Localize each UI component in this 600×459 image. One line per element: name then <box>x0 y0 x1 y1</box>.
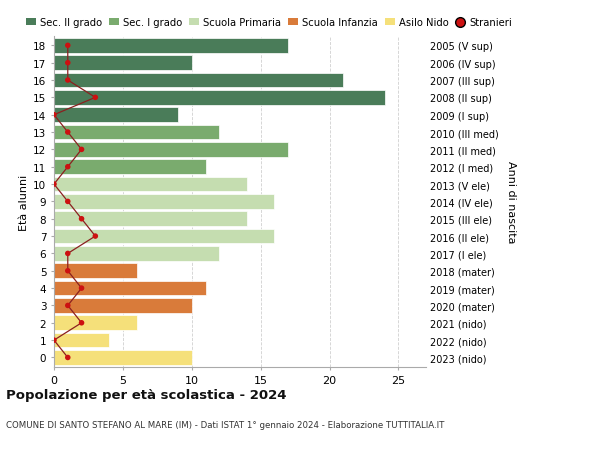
Point <box>77 319 86 327</box>
Point <box>91 95 100 102</box>
Bar <box>54 143 288 157</box>
Bar <box>54 195 274 209</box>
Legend: Sec. II grado, Sec. I grado, Scuola Primaria, Scuola Infanzia, Asilo Nido, Stran: Sec. II grado, Sec. I grado, Scuola Prim… <box>26 18 512 28</box>
Bar <box>54 212 247 227</box>
Bar <box>54 333 109 348</box>
Bar <box>54 39 288 54</box>
Point <box>63 164 73 171</box>
Point <box>63 268 73 275</box>
Text: COMUNE DI SANTO STEFANO AL MARE (IM) - Dati ISTAT 1° gennaio 2024 - Elaborazione: COMUNE DI SANTO STEFANO AL MARE (IM) - D… <box>6 420 445 429</box>
Point <box>77 285 86 292</box>
Bar <box>54 91 385 106</box>
Point <box>63 354 73 361</box>
Bar <box>54 246 220 261</box>
Bar <box>54 281 206 296</box>
Point <box>49 337 59 344</box>
Bar <box>54 229 274 244</box>
Bar <box>54 350 192 365</box>
Point <box>49 112 59 119</box>
Bar <box>54 160 206 175</box>
Point <box>63 198 73 206</box>
Point <box>77 146 86 154</box>
Point <box>63 77 73 84</box>
Point <box>77 216 86 223</box>
Bar <box>54 108 178 123</box>
Y-axis label: Età alunni: Età alunni <box>19 174 29 230</box>
Bar <box>54 73 343 88</box>
Point <box>63 60 73 67</box>
Point <box>63 129 73 136</box>
Bar <box>54 264 137 279</box>
Y-axis label: Anni di nascita: Anni di nascita <box>506 161 515 243</box>
Bar <box>54 177 247 192</box>
Text: Popolazione per età scolastica - 2024: Popolazione per età scolastica - 2024 <box>6 388 287 401</box>
Point <box>91 233 100 240</box>
Bar <box>54 125 220 140</box>
Bar <box>54 316 137 330</box>
Point <box>63 302 73 309</box>
Point <box>63 250 73 257</box>
Bar <box>54 298 192 313</box>
Point <box>49 181 59 188</box>
Bar <box>54 56 192 71</box>
Point <box>63 43 73 50</box>
